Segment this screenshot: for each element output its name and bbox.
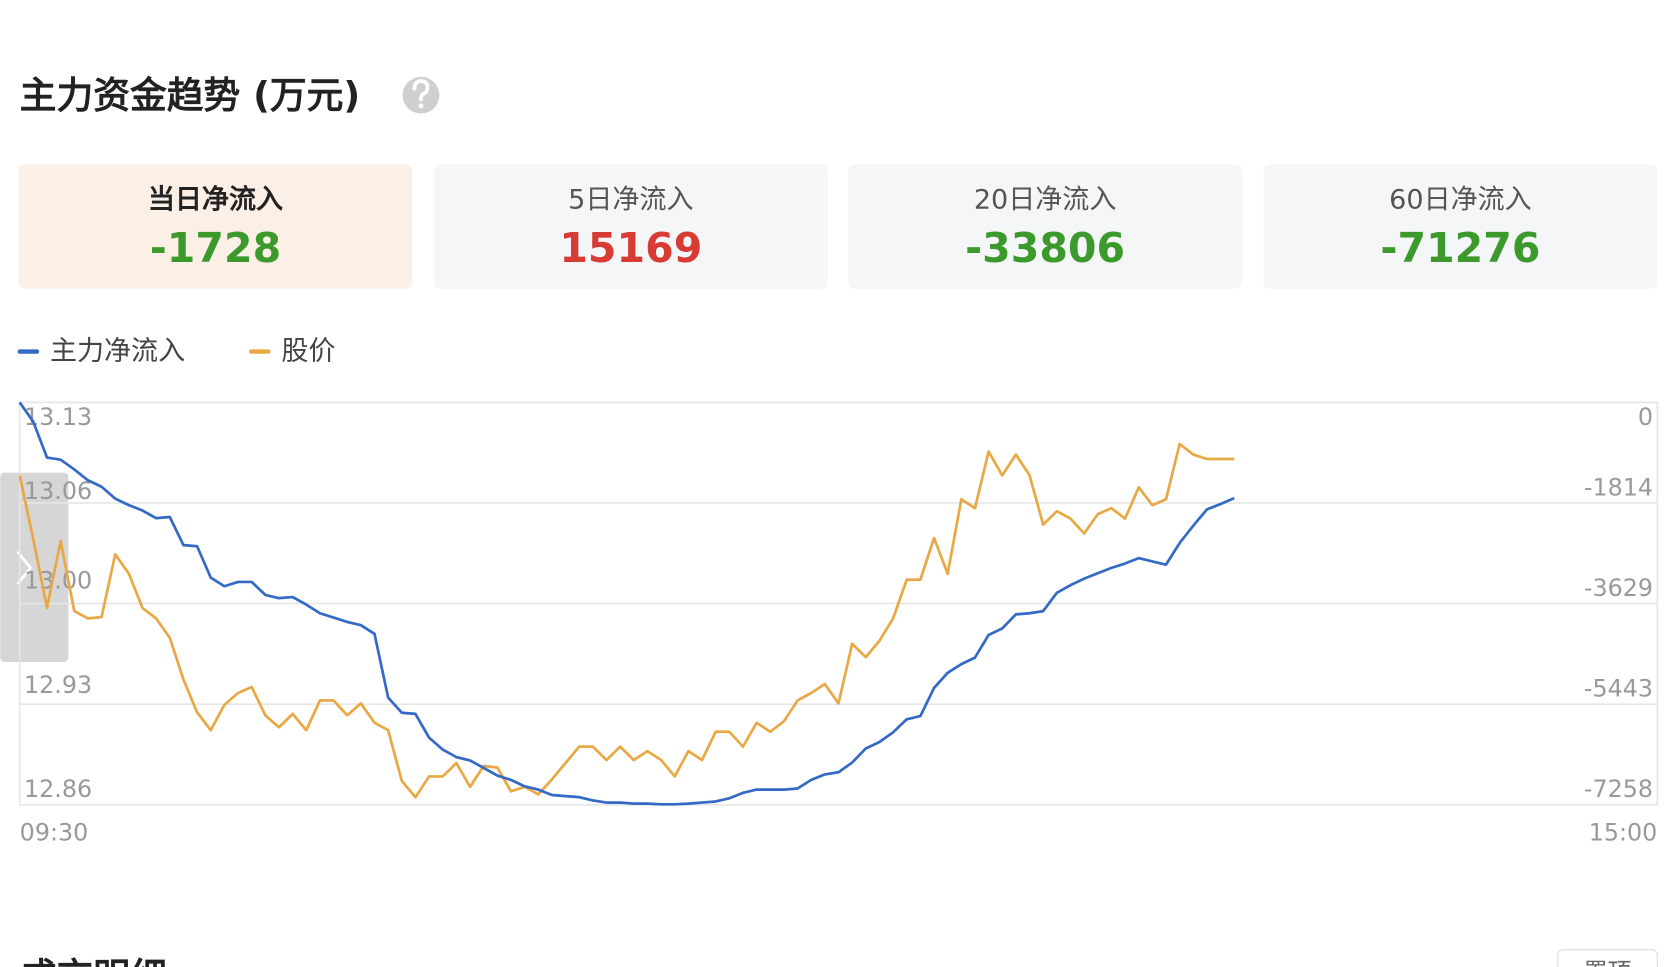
legend-label: 股价 — [281, 336, 335, 367]
y2-tick-label: -7258 — [1584, 775, 1653, 803]
stat-card[interactable] — [1263, 164, 1658, 289]
y2-tick-label: 0 — [1638, 403, 1653, 431]
x-tick-label: 09:30 — [20, 818, 89, 846]
stat-card-value: -33806 — [965, 224, 1125, 272]
stat-card-label: 20日净流入 — [974, 185, 1117, 216]
pin-button[interactable] — [1557, 949, 1658, 967]
y-tick-label: 13.00 — [24, 567, 92, 595]
side-tab-chevron — [16, 550, 33, 585]
stat-card[interactable] — [18, 164, 413, 289]
legend-label: 主力净流入 — [50, 336, 185, 367]
y2-tick-label: -3629 — [1584, 574, 1653, 602]
y-tick-label: 12.86 — [24, 775, 92, 803]
y-tick-label: 12.93 — [24, 671, 92, 699]
stat-card-value: -71276 — [1380, 224, 1540, 272]
stat-card[interactable] — [433, 164, 828, 289]
x-tick-label: 15:00 — [1589, 818, 1658, 846]
stat-card-value: 15169 — [559, 224, 702, 272]
y2-tick-label: -1814 — [1584, 473, 1653, 501]
series-line — [18, 442, 1235, 799]
stat-card-label: 60日净流入 — [1389, 185, 1532, 216]
stat-card-value: -1728 — [150, 224, 281, 272]
pin-button-label[interactable]: 置顶 — [1584, 958, 1632, 967]
series-line — [18, 401, 1235, 806]
stat-card-label: 当日净流入 — [148, 185, 283, 216]
help-icon[interactable] — [402, 76, 440, 114]
page-title: 主力资金趋势 (万元) — [20, 74, 361, 117]
help-mark — [412, 79, 430, 102]
y-tick-label: 13.06 — [24, 477, 92, 505]
side-tab[interactable] — [0, 472, 69, 662]
y2-tick-label: -5443 — [1584, 675, 1653, 703]
section-title: 成交明细 — [20, 955, 167, 967]
stat-card[interactable] — [848, 164, 1242, 289]
help-dot — [418, 103, 424, 109]
stat-card-label: 5日净流入 — [568, 185, 693, 216]
